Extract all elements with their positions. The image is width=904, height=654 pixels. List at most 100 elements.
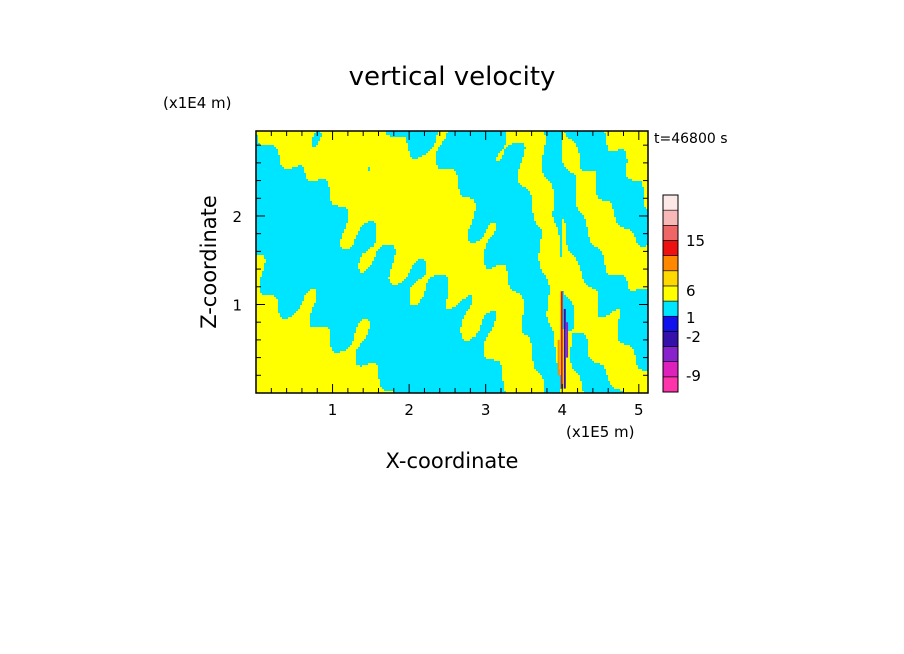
field-cell: [428, 151, 436, 153]
colorbar-swatch: [662, 240, 679, 256]
field-cell: [562, 243, 566, 245]
field-cell: [438, 131, 448, 133]
field-cell: [484, 345, 532, 347]
field-cell: [646, 207, 648, 209]
field-cell: [422, 277, 430, 279]
field-cell: [340, 245, 352, 247]
field-cell: [480, 239, 488, 241]
field-cell: [256, 273, 262, 275]
field-cell: [562, 135, 566, 137]
field-cell: [256, 295, 274, 297]
field-cell: [626, 155, 648, 157]
field-cell: [574, 323, 618, 325]
field-cell: [506, 143, 512, 145]
field-cell: [368, 363, 376, 365]
field-cell: [604, 259, 648, 261]
field-cell: [574, 311, 598, 313]
field-cell: [436, 137, 446, 139]
field-cell: [302, 303, 314, 305]
field-cell: [592, 243, 638, 245]
field-cell: [300, 307, 312, 309]
field-cell: [462, 325, 480, 327]
field-cell: [346, 227, 360, 229]
field-cell: [280, 155, 410, 157]
field-cell: [488, 227, 496, 229]
field-cell: [576, 179, 596, 181]
field-cell: [576, 197, 598, 199]
field-cell: [256, 325, 310, 327]
field-cell: [430, 149, 438, 151]
field-cell: [256, 357, 356, 359]
field-cell: [562, 147, 578, 149]
field-cell: [532, 195, 554, 197]
field-cell: [626, 167, 648, 169]
field-cell: [556, 347, 570, 349]
field-cell: [496, 315, 522, 317]
field-cell: [258, 135, 314, 137]
field-cell: [562, 141, 574, 143]
field-cell: [564, 165, 580, 167]
field-cell: [332, 203, 476, 205]
field-cell: [256, 283, 260, 285]
field-cell: [608, 145, 648, 147]
field-cell: [460, 327, 480, 329]
field-cell: [542, 271, 582, 273]
field-cell: [376, 227, 470, 229]
field-cell: [540, 239, 560, 241]
field-cell: [256, 263, 264, 265]
field-cell: [362, 365, 378, 367]
field-cell: [486, 339, 530, 341]
field-cell: [588, 349, 634, 351]
field-cell: [576, 203, 612, 205]
field-cell: [540, 263, 578, 265]
field-cell: [542, 235, 560, 237]
field-cell: [548, 299, 562, 301]
field-cell: [546, 275, 582, 277]
field-cell: [330, 197, 470, 199]
field-cell: [562, 143, 576, 145]
field-cell: [502, 367, 534, 369]
field-cell: [562, 161, 580, 163]
field-cell: [426, 265, 486, 267]
field-cell: [504, 145, 508, 147]
field-cell: [392, 263, 414, 265]
field-cell: [376, 235, 468, 237]
field-cell: [320, 137, 406, 139]
field-cell: [632, 179, 648, 181]
field-cell: [416, 281, 428, 283]
field-cell: [340, 239, 354, 241]
field-cell: [540, 245, 560, 247]
field-cell: [344, 231, 358, 233]
field-cell: [432, 147, 438, 149]
field-cell: [502, 369, 536, 371]
field-cell: [590, 357, 636, 359]
field-cell: [410, 297, 422, 299]
field-cell: [576, 189, 596, 191]
field-cell: [550, 293, 562, 295]
field-cell: [470, 307, 524, 309]
field-cell: [540, 251, 560, 253]
field-cell: [390, 279, 404, 281]
field-cell: [462, 333, 476, 335]
field-cell: [472, 299, 524, 301]
field-cell: [362, 319, 368, 321]
field-cell: [320, 139, 406, 141]
field-cell: [536, 223, 556, 225]
field-cell: [256, 257, 264, 259]
field-cell: [518, 181, 550, 183]
velocity-field: [256, 131, 648, 393]
field-cell: [472, 303, 524, 305]
field-cell: [376, 241, 470, 243]
field-cell: [322, 135, 390, 137]
field-cell: [576, 201, 610, 203]
field-cell: [548, 281, 584, 283]
field-cell: [644, 189, 648, 191]
y-tick-label: 1: [232, 296, 242, 314]
field-cell: [518, 171, 542, 173]
field-cell: [256, 363, 356, 365]
field-cell: [436, 139, 444, 141]
field-cell: [518, 179, 548, 181]
field-cell: [562, 225, 566, 227]
field-cell: [256, 279, 260, 281]
field-cell: [348, 219, 472, 221]
